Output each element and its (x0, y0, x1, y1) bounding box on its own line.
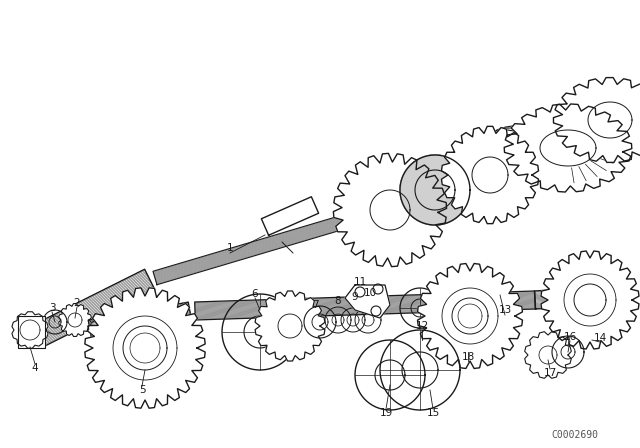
Polygon shape (18, 316, 45, 348)
Text: 12: 12 (415, 321, 429, 331)
Text: 1: 1 (227, 243, 234, 253)
Text: 2: 2 (74, 298, 80, 308)
Polygon shape (541, 251, 639, 349)
Text: 18: 18 (461, 352, 475, 362)
Text: 4: 4 (32, 363, 38, 373)
Text: 6: 6 (252, 289, 259, 299)
Text: 14: 14 (593, 333, 607, 343)
Polygon shape (12, 312, 48, 348)
Polygon shape (442, 126, 538, 224)
Polygon shape (504, 104, 632, 192)
Text: 9: 9 (352, 292, 358, 302)
Text: 3: 3 (49, 303, 55, 313)
Polygon shape (400, 155, 470, 225)
Text: C0002690: C0002690 (552, 430, 598, 440)
Polygon shape (482, 137, 579, 189)
Polygon shape (153, 173, 487, 285)
Polygon shape (255, 291, 325, 361)
Polygon shape (59, 304, 92, 336)
Polygon shape (261, 197, 319, 235)
Polygon shape (195, 291, 535, 320)
Text: 19: 19 (380, 408, 392, 418)
Text: 13: 13 (499, 305, 511, 315)
Text: 17: 17 (543, 368, 557, 378)
Text: 10: 10 (364, 288, 376, 298)
Polygon shape (345, 285, 390, 318)
Text: 11: 11 (353, 277, 367, 287)
Polygon shape (554, 78, 640, 163)
Polygon shape (333, 153, 447, 267)
Polygon shape (88, 302, 192, 340)
Polygon shape (35, 269, 156, 346)
Polygon shape (417, 263, 522, 369)
Text: 16: 16 (563, 332, 577, 342)
Text: 5: 5 (139, 385, 145, 395)
Polygon shape (85, 288, 205, 408)
Text: 8: 8 (335, 296, 341, 306)
Text: 7: 7 (312, 300, 318, 310)
Polygon shape (525, 332, 572, 378)
Text: 15: 15 (426, 408, 440, 418)
Polygon shape (534, 286, 616, 309)
